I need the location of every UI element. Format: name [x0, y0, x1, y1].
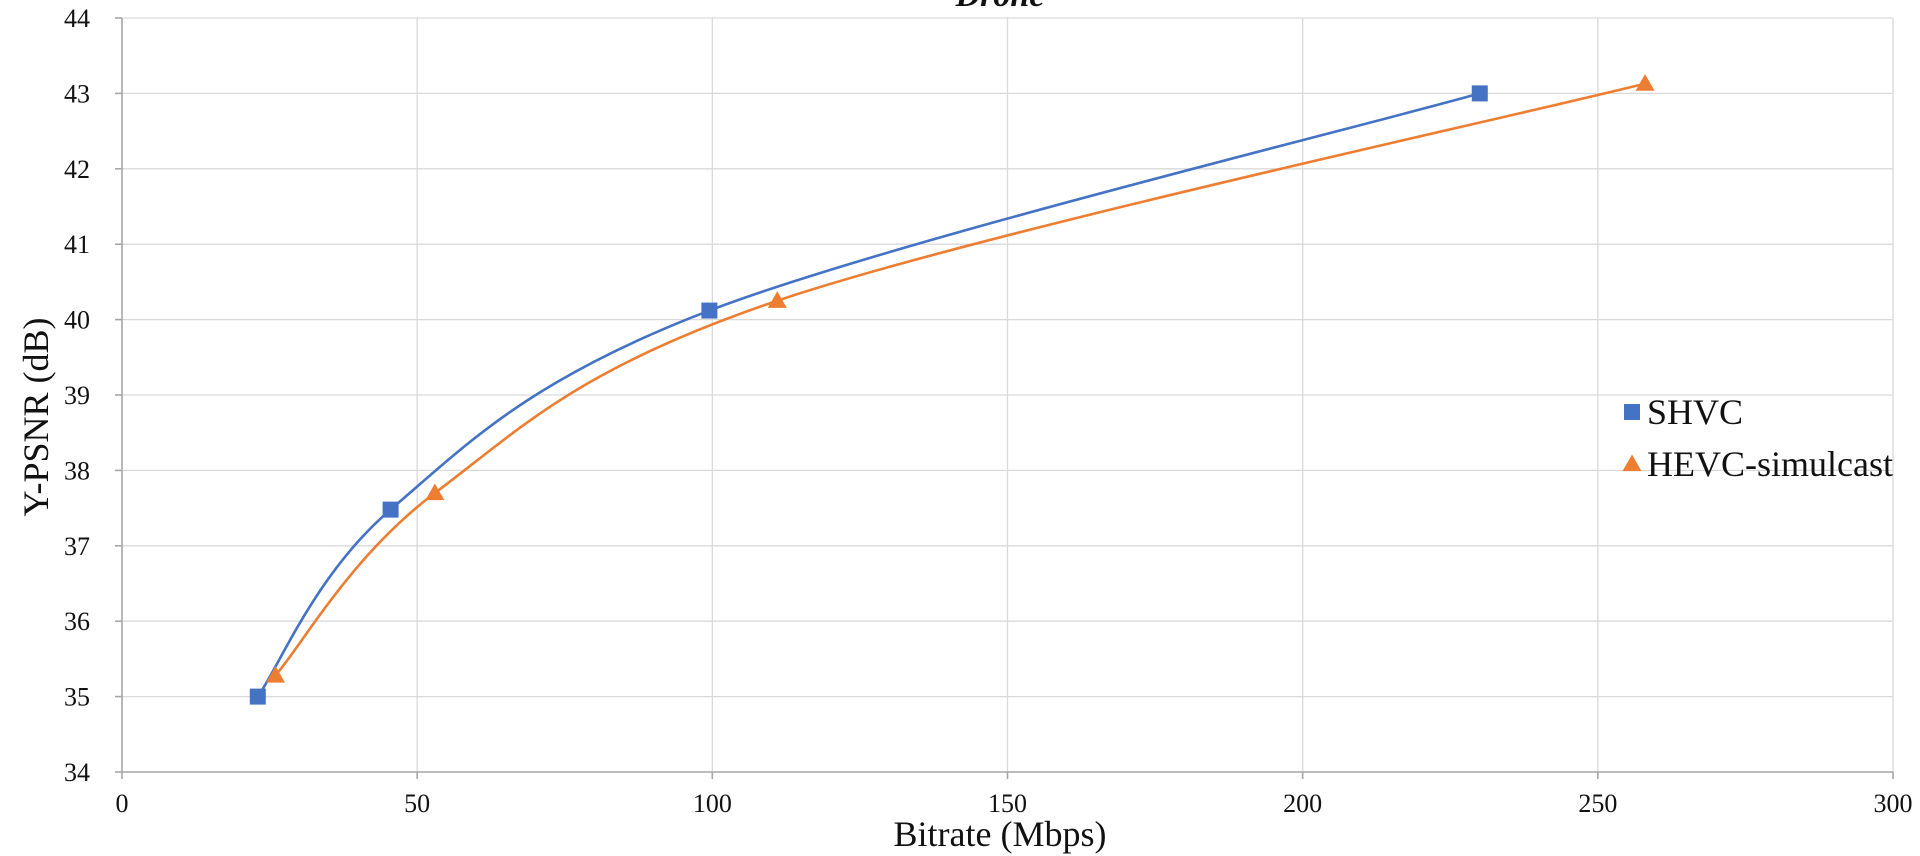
chart-title: Drone [955, 0, 1045, 14]
x-tick-label: 250 [1578, 789, 1617, 818]
series-line-hevc-simulcast [275, 84, 1645, 676]
y-tick-label: 41 [64, 230, 90, 259]
legend-label-shvc: SHVC [1647, 392, 1743, 432]
legend-item-hevc-simulcast: HEVC-simulcast [1623, 444, 1893, 484]
y-tick-label: 42 [64, 155, 90, 184]
data-point-shvc [701, 303, 717, 319]
y-tick-label: 38 [64, 456, 90, 485]
y-tick-label: 44 [64, 4, 90, 33]
legend: SHVC HEVC-simulcast [1623, 392, 1893, 484]
data-point-shvc [250, 689, 266, 705]
y-axis-title: Y-PSNR (dB) [16, 317, 56, 516]
y-tick-label: 37 [64, 532, 90, 561]
x-tick-label: 50 [404, 789, 430, 818]
x-tick-label: 200 [1283, 789, 1322, 818]
legend-marker-shvc [1624, 404, 1640, 420]
x-tick-label: 0 [116, 789, 129, 818]
y-tick-label: 34 [64, 758, 90, 787]
y-tick-label: 39 [64, 381, 90, 410]
gridlines [122, 18, 1893, 772]
y-tick-label: 43 [64, 79, 90, 108]
y-tick-label: 40 [64, 306, 90, 335]
data-point-shvc [1472, 85, 1488, 101]
data-point-shvc [383, 502, 399, 518]
legend-marker-hevc-simulcast [1623, 455, 1642, 472]
y-tick-label: 35 [64, 683, 90, 712]
x-tick-label: 300 [1874, 789, 1913, 818]
legend-label-hevc-simulcast: HEVC-simulcast [1647, 444, 1893, 484]
legend-item-shvc: SHVC [1624, 392, 1743, 432]
data-point-hevc-simulcast [1636, 74, 1655, 91]
x-tick-label: 100 [693, 789, 732, 818]
y-tick-labels: 34 35 36 37 38 39 40 41 42 43 44 [64, 4, 90, 787]
y-tick-label: 36 [64, 607, 90, 636]
x-axis-title: Bitrate (Mbps) [894, 814, 1107, 854]
axes [115, 18, 1893, 779]
series-hevc-simulcast [266, 74, 1655, 683]
data-point-hevc-simulcast [425, 484, 444, 501]
